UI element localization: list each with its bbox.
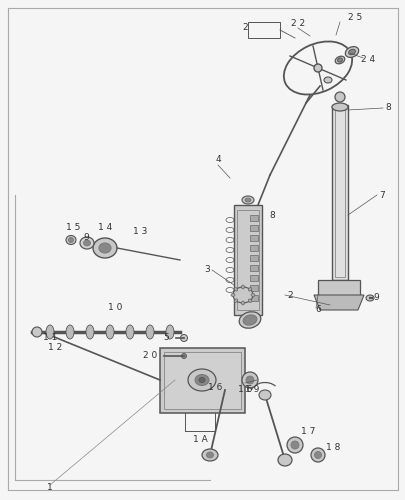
Text: 5: 5 <box>163 334 168 342</box>
Bar <box>249 275 257 281</box>
Text: 9: 9 <box>372 292 378 302</box>
Ellipse shape <box>66 325 74 339</box>
Text: 1 2: 1 2 <box>48 344 62 352</box>
Ellipse shape <box>206 452 213 458</box>
Polygon shape <box>313 295 363 310</box>
Ellipse shape <box>243 315 256 325</box>
Ellipse shape <box>244 198 250 202</box>
Ellipse shape <box>93 238 117 258</box>
Text: 2 0: 2 0 <box>143 352 157 360</box>
Bar <box>249 295 257 301</box>
Bar <box>249 265 257 271</box>
Ellipse shape <box>277 454 291 466</box>
Ellipse shape <box>68 238 73 242</box>
Ellipse shape <box>239 312 260 328</box>
Bar <box>334 108 344 277</box>
Ellipse shape <box>202 449 217 461</box>
Text: 1 6: 1 6 <box>207 384 222 392</box>
Ellipse shape <box>46 325 54 339</box>
Ellipse shape <box>86 325 94 339</box>
Ellipse shape <box>334 92 344 102</box>
Bar <box>237 210 258 310</box>
Text: 1: 1 <box>47 484 53 492</box>
Ellipse shape <box>331 103 347 111</box>
Ellipse shape <box>32 327 42 337</box>
Ellipse shape <box>248 288 251 291</box>
Ellipse shape <box>290 441 298 449</box>
Text: 6: 6 <box>314 306 320 314</box>
Bar <box>249 225 257 231</box>
Bar <box>249 215 257 221</box>
Bar <box>233 205 261 315</box>
Ellipse shape <box>99 243 111 253</box>
Ellipse shape <box>166 325 174 339</box>
Ellipse shape <box>250 294 254 296</box>
Text: 1 3: 1 3 <box>132 228 147 236</box>
Text: 1 0: 1 0 <box>108 304 122 312</box>
Ellipse shape <box>198 378 205 382</box>
Text: 4: 4 <box>215 156 220 164</box>
Text: 3: 3 <box>204 266 209 274</box>
Text: 7: 7 <box>378 190 384 200</box>
Text: 8: 8 <box>384 104 390 112</box>
Ellipse shape <box>323 77 331 83</box>
Ellipse shape <box>365 295 373 301</box>
Ellipse shape <box>106 325 114 339</box>
Ellipse shape <box>241 301 244 305</box>
Ellipse shape <box>313 64 321 72</box>
Text: 1 7: 1 7 <box>300 428 314 436</box>
Text: 2 5: 2 5 <box>347 14 361 22</box>
Text: 2: 2 <box>242 24 247 32</box>
Bar <box>249 235 257 241</box>
Text: 8: 8 <box>269 210 274 220</box>
Text: 1 5: 1 5 <box>66 224 80 232</box>
Text: 1 A: 1 A <box>192 434 207 444</box>
Bar <box>331 105 347 280</box>
Ellipse shape <box>241 196 254 204</box>
Ellipse shape <box>314 452 321 458</box>
Ellipse shape <box>194 374 209 386</box>
Ellipse shape <box>248 299 251 302</box>
Ellipse shape <box>258 390 270 400</box>
Bar <box>249 245 257 251</box>
Ellipse shape <box>83 240 90 246</box>
Ellipse shape <box>80 237 94 249</box>
Ellipse shape <box>241 285 244 289</box>
Text: 1 9: 1 9 <box>244 386 258 394</box>
Text: 1 4: 1 4 <box>98 224 112 232</box>
Polygon shape <box>317 280 359 302</box>
Ellipse shape <box>181 354 186 358</box>
Ellipse shape <box>188 369 215 391</box>
Ellipse shape <box>241 372 257 388</box>
Bar <box>249 285 257 291</box>
Ellipse shape <box>348 50 354 54</box>
Text: 2 4: 2 4 <box>360 56 374 64</box>
Ellipse shape <box>283 42 351 94</box>
Ellipse shape <box>335 56 344 64</box>
Ellipse shape <box>234 299 237 302</box>
Bar <box>164 352 241 409</box>
Ellipse shape <box>230 294 234 296</box>
Text: 9: 9 <box>83 234 89 242</box>
Ellipse shape <box>146 325 153 339</box>
Ellipse shape <box>66 236 76 244</box>
Bar <box>247 22 279 38</box>
Bar <box>160 348 244 413</box>
Text: 1 6: 1 6 <box>237 386 252 394</box>
Ellipse shape <box>245 376 254 384</box>
Ellipse shape <box>337 58 341 62</box>
Ellipse shape <box>232 287 252 303</box>
Ellipse shape <box>126 325 134 339</box>
Text: 1 8: 1 8 <box>325 444 339 452</box>
Text: 2: 2 <box>286 290 292 300</box>
Text: 2 2: 2 2 <box>290 18 304 28</box>
Ellipse shape <box>345 46 358 58</box>
Ellipse shape <box>180 334 187 342</box>
Ellipse shape <box>286 437 302 453</box>
Ellipse shape <box>310 448 324 462</box>
Bar <box>249 255 257 261</box>
Text: 1 1: 1 1 <box>43 334 57 342</box>
Ellipse shape <box>234 288 237 291</box>
